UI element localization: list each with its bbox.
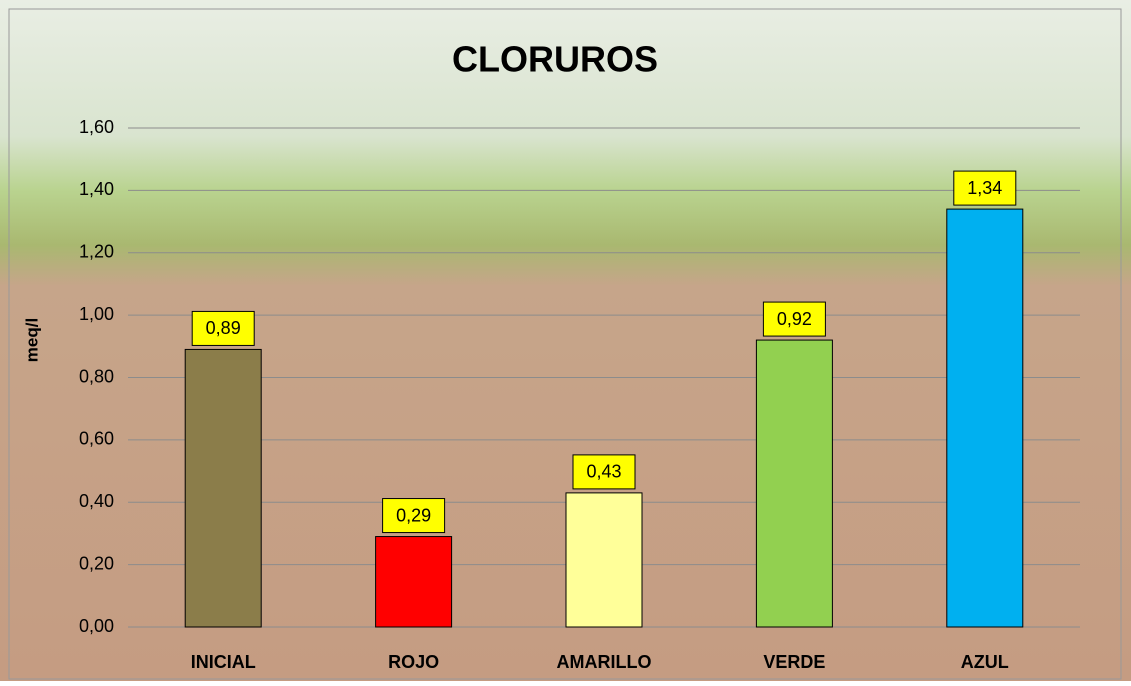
- data-label-box: [572, 454, 636, 490]
- y-tick-label: 0,00: [79, 616, 114, 636]
- y-tick-label: 1,60: [79, 117, 114, 137]
- bar: [184, 348, 262, 628]
- data-label: 1,34: [967, 178, 1002, 198]
- data-label: 0,29: [396, 505, 431, 525]
- y-tick-label: 1,00: [79, 304, 114, 324]
- data-label-box: [382, 498, 446, 534]
- chart-frame: [8, 8, 1122, 680]
- y-tick-label: 0,60: [79, 429, 114, 449]
- data-label: 0,92: [777, 309, 812, 329]
- y-tick-label: 0,40: [79, 491, 114, 511]
- y-axis-label: meq/l: [22, 318, 41, 362]
- y-tick-label: 0,80: [79, 366, 114, 386]
- y-tick-label: 1,20: [79, 242, 114, 262]
- bar: [755, 339, 833, 628]
- bar: [565, 492, 643, 628]
- bar: [946, 208, 1024, 628]
- bar: [375, 536, 453, 628]
- data-label-box: [191, 310, 255, 346]
- x-tick-label: AMARILLO: [557, 652, 652, 672]
- data-label-box: [953, 170, 1017, 206]
- data-label: 0,43: [586, 462, 621, 482]
- x-tick-label: ROJO: [388, 652, 439, 672]
- x-tick-label: VERDE: [763, 652, 825, 672]
- chart-title: CLORUROS: [452, 39, 658, 80]
- data-label: 0,89: [206, 318, 241, 338]
- y-tick-label: 1,40: [79, 179, 114, 199]
- data-label-box: [762, 301, 826, 337]
- x-tick-label: INICIAL: [191, 652, 256, 672]
- x-tick-label: AZUL: [961, 652, 1009, 672]
- y-tick-label: 0,20: [79, 553, 114, 573]
